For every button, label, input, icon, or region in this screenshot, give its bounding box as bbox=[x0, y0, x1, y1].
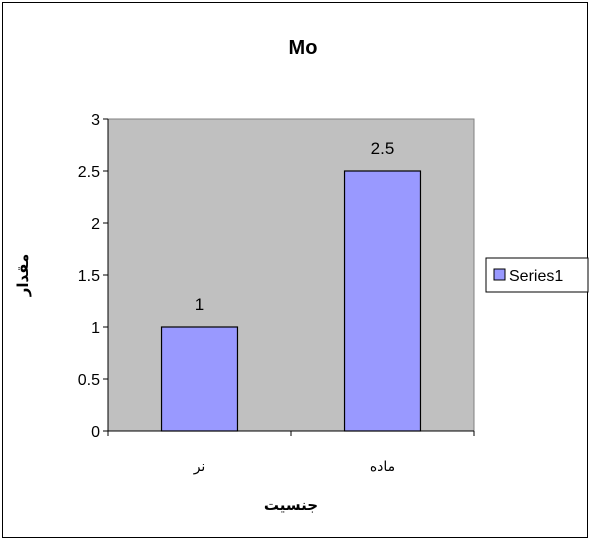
y-tick-label: 2.5 bbox=[78, 164, 100, 181]
legend: Series1 bbox=[485, 257, 589, 293]
y-tick-label: 0.5 bbox=[78, 372, 100, 389]
x-category-label: ماده bbox=[370, 459, 395, 475]
y-axis-title: مقدار bbox=[14, 254, 32, 298]
y-tick-label: 0 bbox=[91, 424, 100, 441]
x-axis-title: جنسیت bbox=[264, 496, 318, 514]
y-tick-label: 1 bbox=[91, 320, 100, 337]
y-tick-label: 2 bbox=[91, 216, 100, 233]
bar bbox=[343, 170, 422, 432]
legend-label-series1: Series1 bbox=[509, 268, 563, 285]
legend-swatch-series1 bbox=[493, 268, 506, 281]
bar bbox=[160, 326, 239, 432]
x-category-label: نر bbox=[193, 459, 206, 475]
y-tick-label: 1.5 bbox=[78, 268, 100, 285]
chart-title: Mo bbox=[289, 37, 318, 59]
data-label: 1 bbox=[195, 295, 204, 314]
y-tick-label: 3 bbox=[91, 112, 100, 129]
data-label: 2.5 bbox=[371, 139, 395, 158]
